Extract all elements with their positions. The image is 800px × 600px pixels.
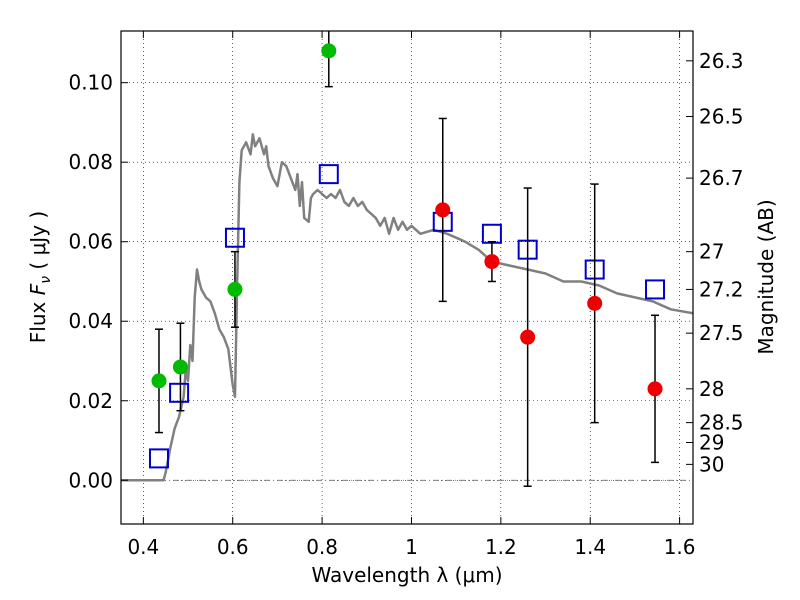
detection-point xyxy=(587,295,603,311)
x-axis-label: Wavelength λ (μm) xyxy=(311,563,502,587)
y-axis-label-subscript: ν xyxy=(38,276,54,284)
model-photometry-square xyxy=(224,227,245,248)
magnitude-tick-label: 28 xyxy=(699,377,724,401)
x-tick-label: 1.6 xyxy=(664,535,696,559)
model-sed-line xyxy=(121,133,693,482)
axis-ticks xyxy=(121,31,693,524)
detection-points xyxy=(151,43,663,397)
plot-frame xyxy=(120,30,694,525)
magnitude-tick-label: 30 xyxy=(699,452,724,476)
x-tick-label: 1 xyxy=(405,535,418,559)
detection-point xyxy=(227,281,243,297)
y-tick-label: 0.08 xyxy=(68,150,113,174)
detection-point xyxy=(321,43,337,59)
y-axis-label-prefix: Flux xyxy=(26,295,50,343)
y-tick-label: 0.04 xyxy=(68,309,113,333)
magnitude-tick-label: 26.3 xyxy=(699,49,744,73)
y-axis-label-suffix: ( μJy ) xyxy=(26,211,50,276)
magnitude-tick-label: 27.2 xyxy=(699,277,744,301)
y-tick-label: 0.02 xyxy=(68,389,113,413)
y-axis-label: Flux Fν ( μJy ) xyxy=(26,211,54,343)
plot-area xyxy=(121,31,693,487)
detection-point xyxy=(647,381,663,397)
grid-lines xyxy=(121,31,693,524)
x-tick-labels: 0.4 0.6 0.8 1 1.2 1.4 1.6 xyxy=(127,535,695,559)
detection-point xyxy=(520,329,536,345)
y-tick-label: 0.00 xyxy=(68,468,113,492)
magnitude-tick-label: 29 xyxy=(699,430,724,454)
model-photometry-square xyxy=(318,164,339,185)
magnitude-tick-label: 28.5 xyxy=(699,411,744,435)
magnitude-tick-label: 27 xyxy=(699,240,724,264)
model-photometry-square xyxy=(169,382,190,403)
x-tick-label: 0.4 xyxy=(127,535,159,559)
y-tick-label: 0.10 xyxy=(68,71,113,95)
detection-point xyxy=(435,202,451,218)
plot-background xyxy=(121,31,693,524)
x-tick-label: 1.4 xyxy=(574,535,606,559)
model-photometry-square xyxy=(148,448,169,469)
model-sed-curve xyxy=(121,133,693,482)
detection-point xyxy=(172,359,188,375)
right-axis-label: Magnitude (AB) xyxy=(754,199,778,354)
y-tick-labels: 0.00 0.02 0.04 0.06 0.08 0.10 xyxy=(68,71,113,493)
x-tick-label: 0.6 xyxy=(217,535,249,559)
y-axis-label-symbol: F xyxy=(26,283,50,295)
model-photometry-square xyxy=(645,279,666,300)
x-tick-label: 0.8 xyxy=(306,535,338,559)
magnitude-tick-label: 26.5 xyxy=(699,104,744,128)
magnitude-tick-label: 27.5 xyxy=(699,321,744,345)
magnitude-tick-label: 26.7 xyxy=(699,166,744,190)
detection-point xyxy=(484,254,500,270)
x-tick-label: 1.2 xyxy=(485,535,517,559)
detection-point xyxy=(151,373,167,389)
y-tick-label: 0.06 xyxy=(68,230,113,254)
